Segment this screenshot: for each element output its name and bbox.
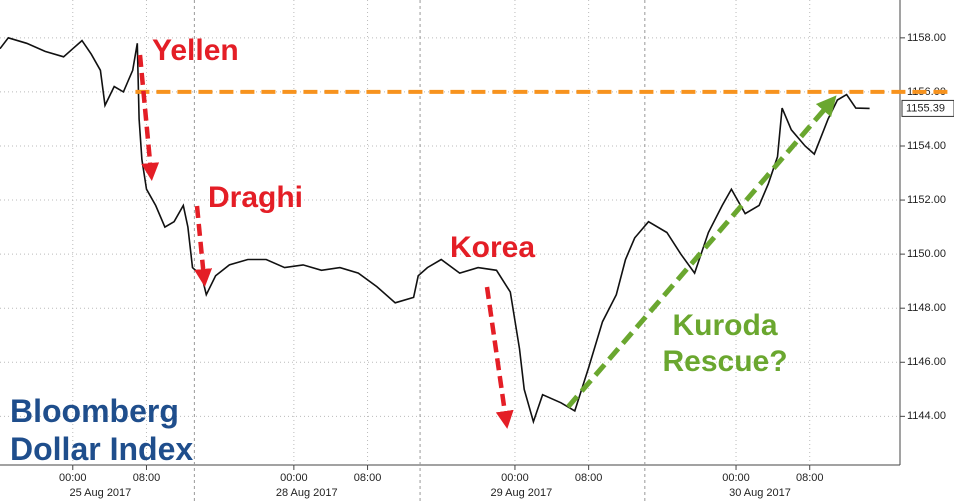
annotation: Yellen [152,34,239,67]
x-tick-label: 00:00 [501,472,529,484]
y-tick-label: 1154.00 [907,140,946,152]
annotation: Draghi [208,181,303,214]
x-tick-label: 00:00 [59,472,87,484]
date-label: 29 Aug 2017 [490,487,552,499]
x-tick-label: 08:00 [354,472,382,484]
arrow [566,95,837,409]
date-label: 28 Aug 2017 [276,487,338,499]
chart-title: Bloomberg Dollar Index [10,393,194,467]
x-tick-label: 00:00 [722,472,750,484]
x-tick-label: 08:00 [796,472,824,484]
y-tick-label: 1158.00 [907,32,946,44]
title-box: Bloomberg Dollar Index [10,393,194,467]
y-tick-label: 1144.00 [907,410,946,422]
y-tick-label: 1156.00 [907,86,946,98]
arrow [484,286,514,429]
annotation: Kuroda Rescue? [662,309,788,378]
date-label: 25 Aug 2017 [70,487,132,499]
y-tick-label: 1152.00 [907,194,946,206]
arrow [194,205,213,287]
last-value-box [901,99,954,117]
x-tick-label: 00:00 [280,472,308,484]
y-tick-label: 1150.00 [907,248,946,260]
last-value-label: 1155.39 [906,102,945,114]
x-tick-label: 08:00 [575,472,603,484]
y-tick-label: 1146.00 [907,356,946,368]
x-tick-label: 08:00 [133,472,161,484]
annotation: Korea [450,231,535,264]
arrow [137,54,160,181]
date-label: 30 Aug 2017 [729,487,791,499]
annotation-box: Kuroda Rescue? [662,309,788,378]
y-tick-label: 1148.00 [907,302,946,314]
